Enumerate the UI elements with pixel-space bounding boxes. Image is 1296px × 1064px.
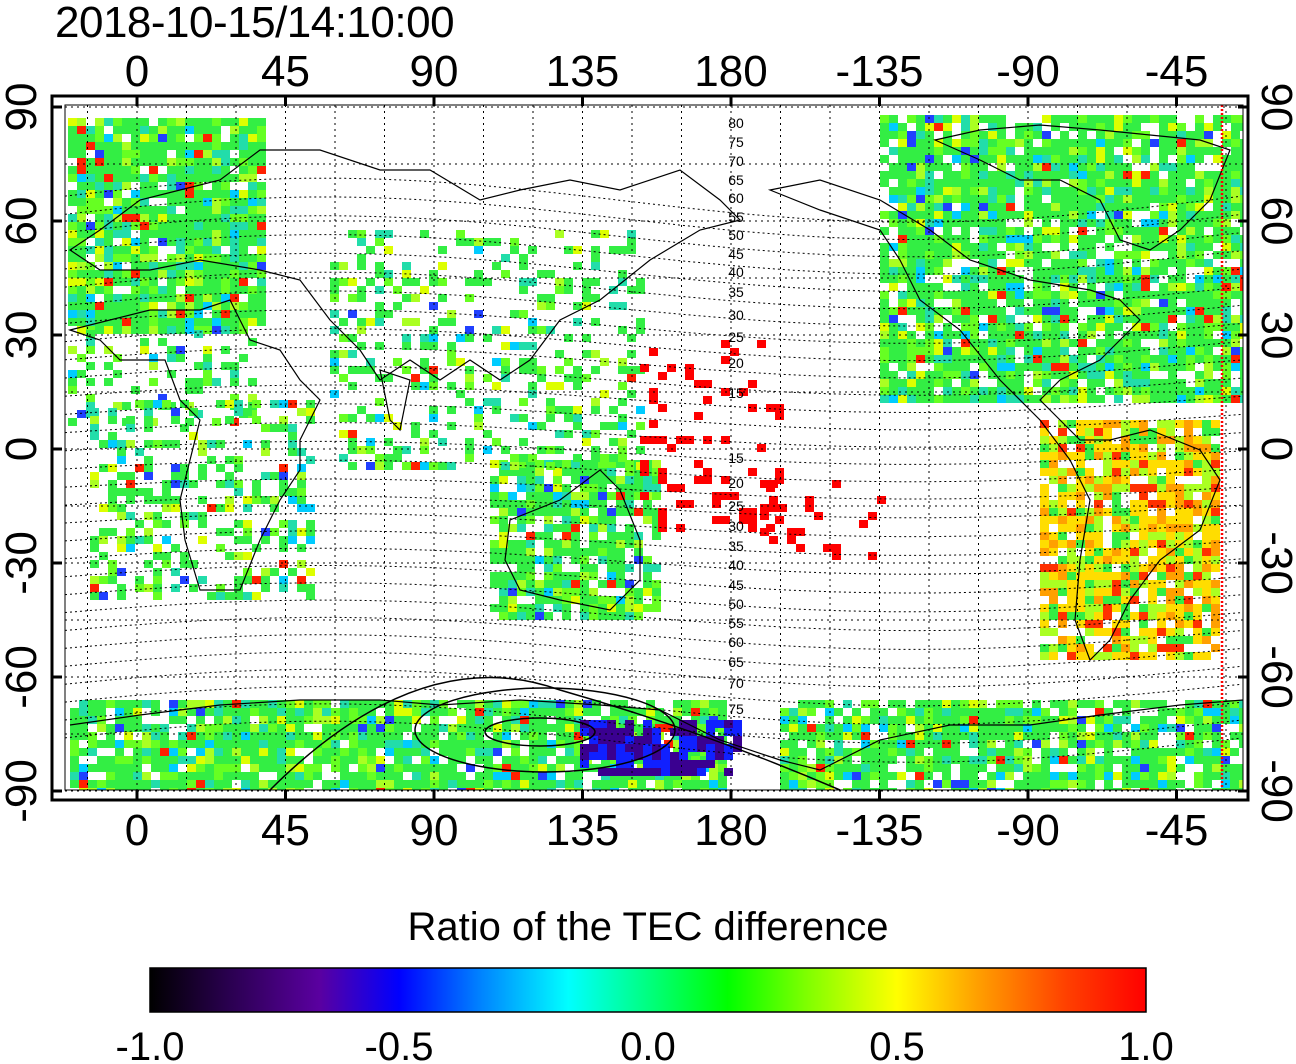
lat-tick-label-left: 90 [0,83,46,132]
lat-tick-label-left: 30 [0,311,46,360]
mlat-contour-label: 45 [728,246,744,262]
mlat-contour-label: 65 [728,654,744,670]
colorbar-tick-label: 0.5 [869,1025,925,1064]
mlat-contour-label: 30 [728,307,744,323]
lon-tick-label-bottom: 135 [546,806,619,855]
lon-tick-label-bottom: 90 [410,806,459,855]
colorbar-tick-label: 1.0 [1118,1025,1174,1064]
longitude-axis-top: 0 45 90 135 180 -135 -90 -45 [125,47,1209,106]
mlat-contour-label: 40 [728,264,744,280]
lat-tick-label-right: -90 [1252,759,1296,823]
mlat-contour-label: 50 [728,227,744,243]
mlat-contour-label: 15 [728,385,744,401]
mlat-contour-label: 65 [728,172,744,188]
colorbar-ticks: -1.0 -0.5 0.0 0.5 1.0 [116,1025,1174,1064]
lat-tick-label-right: 30 [1252,311,1296,360]
lat-tick-label-right: -30 [1252,531,1296,595]
lat-tick-label-right: 60 [1252,197,1296,246]
colorbar-tick-label: 0.0 [620,1025,676,1064]
longitude-axis-bottom: 0 45 90 135 180 -135 -90 -45 [125,790,1209,855]
mlat-contour-label: 25 [728,498,744,514]
lon-tick-label-top: -90 [996,47,1060,96]
mlat-contour-label: 60 [728,634,744,650]
colorbar-title: Ratio of the TEC difference [407,905,889,949]
mlat-contour-label: 35 [728,284,744,300]
colorbar-tick-label: -1.0 [116,1025,185,1064]
mlat-contour-label: 75 [728,134,744,150]
lon-tick-label-bottom: -135 [835,806,923,855]
mlat-contour-label: 60 [728,190,744,206]
magnetic-latitude-contours: 80 75 70 65 60 55 50 45 40 35 30 25 20 15 15 20 25 30 35 40… [65,115,1242,790]
lat-tick-label-left: 0 [0,437,46,461]
mlat-contour-label: 50 [728,596,744,612]
mlat-contour-label: 75 [728,701,744,717]
coastlines [67,124,1243,771]
lat-tick-label-left: 60 [0,197,46,246]
lon-tick-label-bottom: 0 [125,806,149,855]
mlat-contour-label: 70 [728,675,744,691]
lat-tick-label-right: 0 [1252,437,1296,461]
mlat-contour-label: 70 [728,153,744,169]
mlat-contour-label: 25 [728,329,744,345]
mlat-contour-label: 80 [728,115,744,131]
mlat-contour-label: 45 [728,577,744,593]
colorbar [149,967,1147,1013]
latitude-axis-left: 90 60 30 0 -30 -60 -90 [0,83,62,823]
lat-tick-label-left: -60 [0,645,46,709]
lat-tick-label-left: -90 [0,759,46,823]
lon-tick-label-bottom: -45 [1145,806,1209,855]
lat-tick-label-right: 90 [1252,83,1296,132]
lon-tick-label-top: -45 [1145,47,1209,96]
colorbar-tick-label: -0.5 [365,1025,434,1064]
mlat-contour-label: 20 [728,355,744,371]
map-timestamp-title: 2018-10-15/14:10:00 [55,0,455,47]
lat-tick-label-left: -30 [0,531,46,595]
mlat-contour-label: 20 [728,475,744,491]
mlat-contour-label: 35 [728,538,744,554]
lon-tick-label-top: 90 [410,47,459,96]
lon-tick-label-top: -135 [835,47,923,96]
mlat-contour-label: 55 [728,615,744,631]
lat-tick-label-right: -60 [1252,645,1296,709]
lon-tick-label-top: 180 [694,47,767,96]
lon-tick-label-bottom: -90 [996,806,1060,855]
lon-tick-label-bottom: 45 [261,806,310,855]
mlat-contour-label: 40 [728,557,744,573]
lon-tick-label-top: 135 [546,47,619,96]
lon-tick-label-bottom: 180 [694,806,767,855]
latitude-axis-right: 90 60 30 0 -30 -60 -90 [1238,83,1296,823]
mlat-contour-label: 15 [728,450,744,466]
lon-tick-label-top: 45 [261,47,310,96]
lat-lon-grid [65,105,1243,792]
lon-tick-label-top: 0 [125,47,149,96]
mlat-contour-label: 30 [728,518,744,534]
